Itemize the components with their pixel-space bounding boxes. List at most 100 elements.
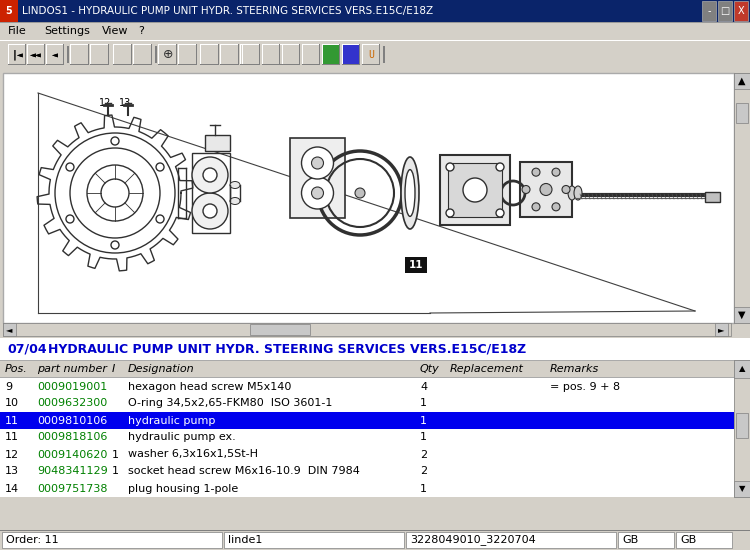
Circle shape <box>496 163 504 171</box>
Bar <box>0 429 734 446</box>
Bar <box>46 44 47 65</box>
Bar <box>0 0 18 22</box>
Bar <box>0 378 734 395</box>
Bar <box>0 530 750 531</box>
Bar <box>290 138 345 218</box>
Bar <box>27 44 45 45</box>
Bar <box>242 44 243 65</box>
Bar <box>27 44 45 65</box>
Text: = pos. 9 + 8: = pos. 9 + 8 <box>550 382 620 392</box>
Bar <box>2 532 222 548</box>
Bar <box>240 64 259 65</box>
Text: ▲: ▲ <box>739 365 746 373</box>
Bar <box>0 377 750 378</box>
Bar <box>27 64 45 65</box>
Bar <box>734 1 748 21</box>
Bar <box>520 162 572 217</box>
Circle shape <box>192 193 228 229</box>
Circle shape <box>311 157 323 169</box>
Bar <box>0 0 750 22</box>
Bar <box>0 412 734 429</box>
Bar <box>362 64 380 65</box>
Bar <box>0 480 734 497</box>
Circle shape <box>463 178 487 202</box>
Bar <box>734 73 750 89</box>
Bar <box>205 135 230 151</box>
Bar <box>133 44 152 45</box>
Bar <box>734 360 750 378</box>
Bar <box>220 44 221 65</box>
Bar <box>734 481 750 497</box>
Text: washer 6,3x16x1,5St-H: washer 6,3x16x1,5St-H <box>128 449 258 459</box>
Circle shape <box>446 163 454 171</box>
Text: Settings: Settings <box>44 26 90 36</box>
Bar <box>0 463 734 480</box>
Text: ?: ? <box>138 26 144 36</box>
Bar <box>302 44 320 45</box>
Text: |◄: |◄ <box>11 50 22 60</box>
Bar <box>676 532 732 548</box>
Bar <box>342 44 343 65</box>
Bar <box>322 44 340 45</box>
Text: 0009140620: 0009140620 <box>37 449 107 459</box>
Circle shape <box>446 209 454 217</box>
Bar <box>200 44 219 65</box>
Bar <box>299 44 300 65</box>
Bar <box>158 44 177 45</box>
Bar <box>113 44 132 45</box>
Bar <box>322 64 340 65</box>
Circle shape <box>552 168 560 176</box>
Text: LINDOS1 - HYDRAULIC PUMP UNIT HYDR. STEERING SERVICES VERS.E15C/E18Z: LINDOS1 - HYDRAULIC PUMP UNIT HYDR. STEE… <box>22 6 433 16</box>
Bar <box>262 44 280 65</box>
Text: Order: 11: Order: 11 <box>6 535 59 545</box>
Circle shape <box>302 177 334 209</box>
Bar <box>46 64 64 65</box>
Bar <box>265 64 284 65</box>
Bar <box>250 324 310 335</box>
Bar <box>282 64 300 65</box>
Bar <box>113 44 114 65</box>
Text: GB: GB <box>622 535 638 545</box>
Circle shape <box>522 185 530 194</box>
Bar <box>405 257 427 273</box>
Bar <box>259 44 260 65</box>
Text: 11: 11 <box>409 260 423 270</box>
Text: ◄: ◄ <box>52 50 58 59</box>
Bar <box>282 44 283 65</box>
Text: ▼: ▼ <box>738 310 746 320</box>
Bar <box>0 530 750 550</box>
Bar <box>131 44 132 65</box>
Circle shape <box>562 185 570 194</box>
Bar <box>734 307 750 323</box>
Text: Replacement: Replacement <box>450 364 524 374</box>
Bar <box>200 64 219 65</box>
Text: View: View <box>102 26 128 36</box>
Circle shape <box>540 184 552 195</box>
Bar <box>242 44 260 65</box>
Bar <box>113 64 132 65</box>
Bar <box>362 44 380 45</box>
Bar <box>383 46 385 63</box>
Text: 0009632300: 0009632300 <box>37 399 107 409</box>
Bar <box>151 44 152 65</box>
Bar <box>379 44 380 65</box>
Bar <box>440 155 510 225</box>
Bar <box>133 44 134 65</box>
Bar <box>220 44 239 65</box>
Circle shape <box>156 215 164 223</box>
Bar <box>90 44 109 65</box>
Bar <box>3 323 16 336</box>
Bar <box>702 1 716 21</box>
Text: ▼: ▼ <box>739 485 746 493</box>
Bar <box>155 46 157 63</box>
Text: 11: 11 <box>5 415 19 426</box>
Bar <box>178 44 179 65</box>
Circle shape <box>552 203 560 211</box>
Bar <box>3 323 731 336</box>
Circle shape <box>532 203 540 211</box>
Circle shape <box>203 168 217 182</box>
Text: socket head screw M6x16-10.9  DIN 7984: socket head screw M6x16-10.9 DIN 7984 <box>128 466 360 476</box>
Bar <box>0 360 750 378</box>
Bar <box>27 44 28 65</box>
Bar <box>200 44 201 65</box>
